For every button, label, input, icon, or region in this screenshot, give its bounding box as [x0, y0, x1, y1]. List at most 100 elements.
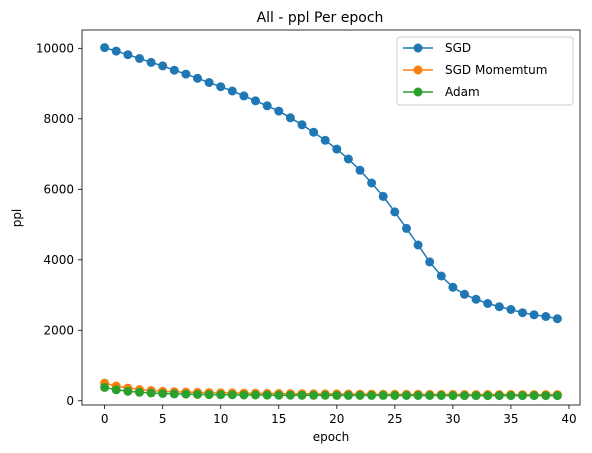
series-line-0	[104, 46, 558, 320]
data-point	[413, 391, 423, 400]
data-point	[169, 65, 179, 75]
data-point	[506, 305, 516, 314]
data-point	[227, 86, 237, 96]
series-line-1	[104, 382, 558, 396]
data-point	[448, 282, 458, 292]
data-point	[378, 191, 388, 201]
data-point	[518, 308, 527, 318]
data-point	[285, 113, 295, 123]
data-point	[239, 91, 249, 101]
series-line-2	[104, 386, 558, 397]
data-point	[494, 391, 504, 401]
data-point	[402, 391, 411, 400]
data-point	[529, 391, 539, 401]
data-point	[529, 310, 539, 320]
data-point	[355, 390, 365, 400]
x-tick-label: 40	[561, 412, 576, 426]
data-point	[135, 387, 144, 397]
x-tick-label: 25	[387, 412, 402, 426]
data-point	[262, 390, 272, 400]
x-tick-label: 30	[445, 412, 460, 426]
data-point	[483, 391, 493, 401]
data-point	[390, 391, 400, 400]
legend-box	[396, 36, 574, 106]
data-point	[355, 165, 365, 175]
data-point	[367, 178, 377, 188]
data-point	[541, 312, 551, 321]
data-point	[100, 382, 110, 392]
data-point	[506, 391, 516, 401]
x-axis-label: epoch	[313, 430, 350, 444]
data-point	[332, 144, 342, 154]
data-point	[274, 390, 284, 400]
data-point	[239, 390, 249, 400]
y-tick-label: 6000	[43, 182, 74, 196]
data-point	[297, 120, 307, 130]
data-point	[471, 294, 481, 304]
data-point	[552, 391, 562, 401]
data-point	[111, 46, 121, 56]
data-point	[285, 390, 295, 400]
data-point	[181, 69, 191, 79]
data-point	[448, 391, 458, 401]
data-point	[216, 390, 226, 400]
x-tick-label: 20	[329, 412, 344, 426]
data-point	[204, 78, 214, 87]
data-point	[251, 96, 260, 106]
y-tick-label: 0	[66, 394, 74, 408]
data-point	[193, 389, 202, 399]
y-tick-label: 2000	[43, 323, 74, 337]
legend-label: SGD	[445, 41, 471, 55]
y-tick-label: 4000	[43, 253, 74, 267]
data-point	[158, 389, 168, 398]
data-point	[460, 391, 469, 401]
data-point	[518, 391, 527, 401]
y-axis-label: ppl	[10, 209, 24, 228]
data-point	[541, 391, 551, 401]
x-tick-label: 0	[101, 412, 109, 426]
data-point	[436, 391, 446, 400]
data-point	[413, 240, 423, 250]
data-point	[297, 390, 307, 400]
data-point	[274, 106, 284, 116]
data-point	[343, 154, 353, 164]
plot-frame	[81, 29, 581, 406]
x-tick-label: 5	[159, 412, 167, 426]
data-point	[390, 207, 400, 217]
x-tick-label: 10	[213, 412, 228, 426]
data-point	[552, 314, 562, 324]
x-tick-label: 15	[271, 412, 286, 426]
data-point	[494, 302, 504, 312]
legend-marker	[413, 65, 423, 75]
data-point	[332, 390, 342, 400]
data-point	[216, 82, 226, 92]
data-point	[193, 73, 202, 83]
data-point	[471, 391, 481, 401]
data-point	[111, 385, 121, 395]
data-point	[123, 386, 133, 396]
data-point	[123, 50, 133, 60]
data-point	[146, 57, 156, 67]
data-point	[320, 135, 330, 145]
axes: 0 5 10 15 20 25 30 35 40 0 2000 4000 6000 8000 10000	[36, 29, 581, 426]
data-point	[181, 389, 191, 399]
data-point	[343, 390, 353, 400]
data-point	[425, 257, 435, 267]
data-point	[158, 61, 168, 71]
legend-label: Adam	[445, 85, 480, 99]
legend-marker	[413, 43, 423, 53]
x-tick-label: 35	[503, 412, 518, 426]
y-tick-label: 10000	[36, 41, 74, 55]
legend: SGD SGD Momemtum Adam	[396, 36, 574, 106]
y-tick-label: 8000	[43, 112, 74, 126]
data-point	[425, 391, 435, 400]
data-point	[251, 390, 260, 400]
data-point	[135, 54, 144, 63]
data-point	[460, 289, 469, 299]
data-point	[436, 271, 446, 281]
data-point	[169, 389, 179, 399]
data-point	[367, 390, 377, 400]
data-point	[146, 388, 156, 398]
data-point	[402, 223, 411, 233]
